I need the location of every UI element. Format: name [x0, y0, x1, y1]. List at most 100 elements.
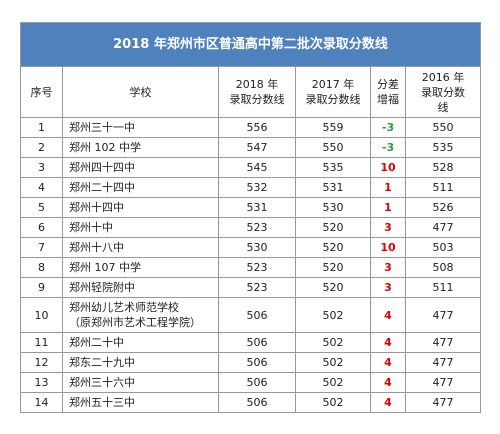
score-diff: 4: [370, 372, 406, 393]
score-2016: 511: [405, 177, 481, 198]
header-cell: 序号: [20, 66, 63, 118]
row-number: 7: [20, 237, 63, 258]
school-name: 郑州 102 中学: [62, 137, 219, 158]
score-2018: 547: [218, 137, 296, 158]
score-diff: -3: [370, 117, 406, 138]
score-diff: 10: [370, 237, 406, 258]
score-2017: 520: [295, 237, 371, 258]
score-diff: 3: [370, 277, 406, 298]
school-name: 郑东二十九中: [62, 352, 219, 373]
row-number: 8: [20, 257, 63, 278]
header-cell: 2016 年 录取分数 线: [405, 66, 481, 118]
score-2017: 520: [295, 277, 371, 298]
school-name: 郑州二十中: [62, 332, 219, 353]
school-name: 郑州轻院附中: [62, 277, 219, 298]
score-2018: 506: [218, 332, 296, 353]
school-name: 郑州十八中: [62, 237, 219, 258]
row-number: 12: [20, 352, 63, 373]
score-diff: 4: [370, 297, 406, 333]
score-2018: 531: [218, 197, 296, 218]
school-name: 郑州十中: [62, 217, 219, 238]
score-2016: 477: [405, 392, 481, 413]
score-2016: 477: [405, 297, 481, 333]
score-diff: 1: [370, 177, 406, 198]
row-number: 1: [20, 117, 63, 138]
table-row: 14 郑州五十三中 506 502 4 477: [20, 392, 481, 413]
score-diff: 4: [370, 332, 406, 353]
row-number: 9: [20, 277, 63, 298]
score-diff: 10: [370, 157, 406, 178]
table-row: 2 郑州 102 中学 547 550 -3 535: [20, 137, 481, 158]
score-2016: 528: [405, 157, 481, 178]
score-2017: 531: [295, 177, 371, 198]
row-number: 11: [20, 332, 63, 353]
score-2017: 520: [295, 217, 371, 238]
row-number: 13: [20, 372, 63, 393]
score-2018: 556: [218, 117, 296, 138]
header-cell: 学校: [62, 66, 219, 118]
table-row: 12 郑东二十九中 506 502 4 477: [20, 352, 481, 373]
score-2018: 523: [218, 217, 296, 238]
score-2016: 477: [405, 352, 481, 373]
table-row: 7 郑州十八中 530 520 10 503: [20, 237, 481, 258]
row-number: 6: [20, 217, 63, 238]
score-2017: 535: [295, 157, 371, 178]
score-2016: 526: [405, 197, 481, 218]
school-name: 郑州五十三中: [62, 392, 219, 413]
score-2017: 502: [295, 372, 371, 393]
score-diff: 1: [370, 197, 406, 218]
header-cell: 2017 年 录取分数线: [295, 66, 371, 118]
row-number: 14: [20, 392, 63, 413]
score-table: 2018 年郑州市区普通高中第二批次录取分数线 序号 学校 2018 年 录取分数线…: [20, 22, 481, 413]
score-2018: 506: [218, 297, 296, 333]
score-2018: 506: [218, 352, 296, 373]
score-2017: 559: [295, 117, 371, 138]
table-row: 10 郑州幼儿艺术师范学校 （原郑州市艺术工程学院） 506 502 4 477: [20, 297, 481, 333]
table-body: 1 郑州三十一中 556 559 -3 550 2 郑州 102 中学 547 550 -3 535 3…: [20, 117, 481, 413]
score-diff: -3: [370, 137, 406, 158]
table-row: 4 郑州二十四中 532 531 1 511: [20, 177, 481, 198]
header-cell: 2018 年 录取分数线: [218, 66, 296, 118]
score-2018: 530: [218, 237, 296, 258]
score-2018: 506: [218, 372, 296, 393]
score-2018: 545: [218, 157, 296, 178]
score-2017: 502: [295, 392, 371, 413]
score-2017: 502: [295, 297, 371, 333]
score-2016: 511: [405, 277, 481, 298]
score-2018: 523: [218, 277, 296, 298]
score-2017: 530: [295, 197, 371, 218]
table-title: 2018 年郑州市区普通高中第二批次录取分数线: [20, 22, 481, 67]
score-2017: 502: [295, 352, 371, 373]
score-2016: 477: [405, 372, 481, 393]
school-name: 郑州四十四中: [62, 157, 219, 178]
school-name: 郑州 107 中学: [62, 257, 219, 278]
header-cell: 分差 增福: [370, 66, 406, 118]
score-2018: 523: [218, 257, 296, 278]
score-2016: 503: [405, 237, 481, 258]
table-row: 11 郑州二十中 506 502 4 477: [20, 332, 481, 353]
score-diff: 3: [370, 257, 406, 278]
table-row: 5 郑州十四中 531 530 1 526: [20, 197, 481, 218]
row-number: 3: [20, 157, 63, 178]
score-diff: 4: [370, 392, 406, 413]
table-row: 13 郑州三十六中 506 502 4 477: [20, 372, 481, 393]
score-2016: 477: [405, 332, 481, 353]
table-row: 1 郑州三十一中 556 559 -3 550: [20, 117, 481, 138]
score-2017: 550: [295, 137, 371, 158]
score-2016: 535: [405, 137, 481, 158]
school-name: 郑州三十一中: [62, 117, 219, 138]
score-2016: 508: [405, 257, 481, 278]
row-number: 5: [20, 197, 63, 218]
table-row: 8 郑州 107 中学 523 520 3 508: [20, 257, 481, 278]
table-row: 3 郑州四十四中 545 535 10 528: [20, 157, 481, 178]
school-name: 郑州三十六中: [62, 372, 219, 393]
score-2016: 550: [405, 117, 481, 138]
school-name: 郑州幼儿艺术师范学校 （原郑州市艺术工程学院）: [62, 297, 219, 333]
table-container: 2018 年郑州市区普通高中第二批次录取分数线 序号 学校 2018 年 录取分数线…: [20, 22, 481, 413]
score-diff: 4: [370, 352, 406, 373]
row-number: 4: [20, 177, 63, 198]
score-2017: 520: [295, 257, 371, 278]
table-row: 6 郑州十中 523 520 3 477: [20, 217, 481, 238]
row-number: 10: [20, 297, 63, 333]
row-number: 2: [20, 137, 63, 158]
